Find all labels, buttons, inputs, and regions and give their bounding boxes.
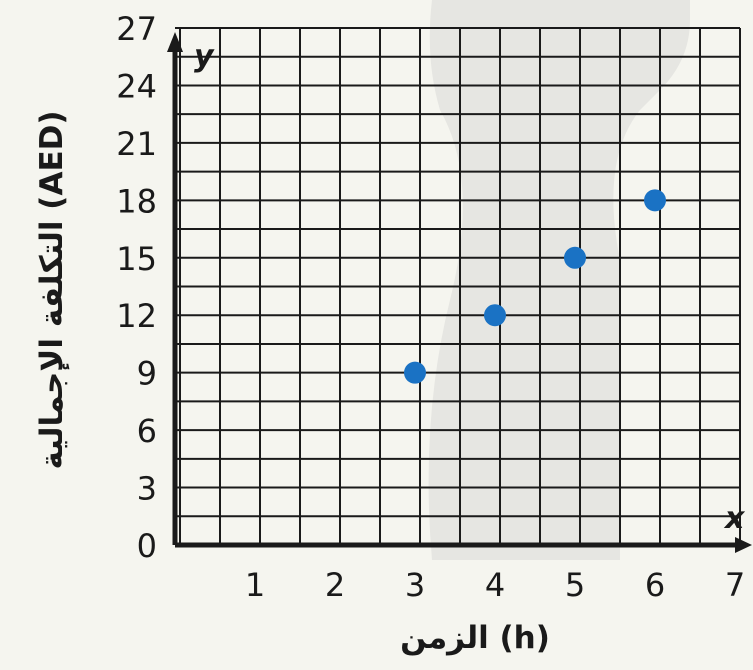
y-tick-label: 0	[137, 527, 157, 565]
x-axis-arrow	[735, 537, 752, 553]
y-tick-label: 3	[137, 470, 157, 508]
y-tick-label: 15	[116, 240, 157, 278]
x-tick-label: 5	[565, 566, 585, 604]
y-axis-letter: y	[194, 39, 215, 74]
background-watermark	[428, 0, 690, 560]
x-axis-letter: x	[723, 501, 746, 536]
x-tick-labels: 1 2 3 4 5 6 7	[245, 566, 745, 604]
y-tick-labels: 0 3 6 9 12 15 18 21 24 27	[116, 10, 157, 565]
x-tick-label: 4	[485, 566, 505, 604]
axis-layer	[167, 32, 752, 553]
grid-layer	[175, 27, 741, 545]
data-point	[564, 246, 586, 269]
y-axis-arrow	[167, 32, 183, 52]
y-tick-label: 24	[116, 67, 157, 105]
y-tick-label: 9	[137, 355, 157, 393]
y-axis-title: التكلفة الإجمالية (AED)	[34, 110, 70, 469]
x-tick-label: 2	[325, 566, 345, 604]
x-tick-label: 1	[245, 566, 265, 604]
x-tick-label: 7	[725, 566, 745, 604]
y-tick-label: 6	[137, 412, 157, 450]
x-tick-label: 6	[645, 566, 665, 604]
x-axis-title: الزمن (h)	[400, 620, 550, 656]
y-tick-label: 21	[116, 125, 157, 163]
y-tick-label: 18	[116, 182, 157, 220]
data-point	[404, 361, 426, 384]
y-tick-label: 12	[116, 297, 157, 335]
y-tick-label: 27	[116, 10, 157, 48]
data-point	[484, 304, 506, 327]
x-tick-label: 3	[405, 566, 425, 604]
data-points	[404, 189, 666, 384]
data-point	[644, 189, 666, 212]
